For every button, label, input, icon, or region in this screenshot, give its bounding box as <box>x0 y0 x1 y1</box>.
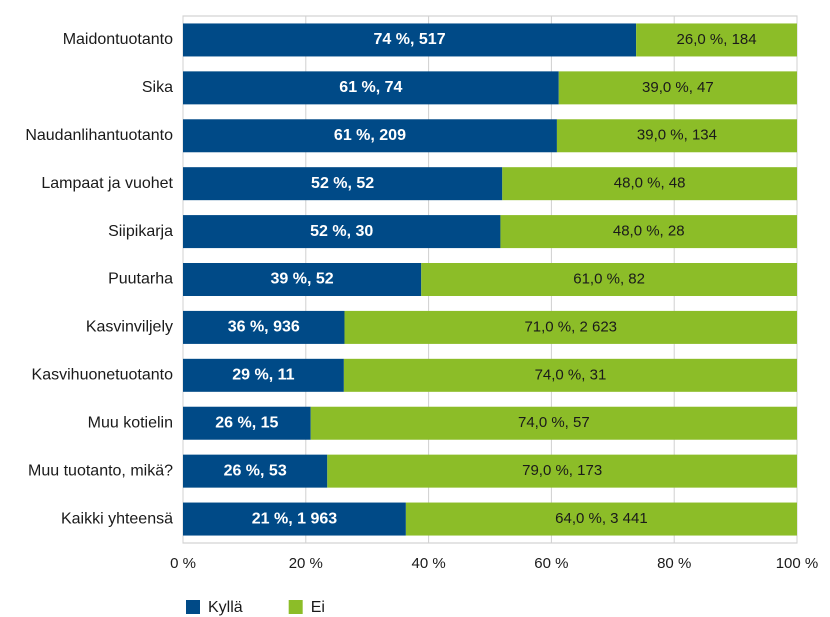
bar-segment <box>502 167 797 201</box>
legend-swatch <box>288 600 303 614</box>
bar-segment <box>344 310 797 344</box>
data-label: 39,0 %, 134 <box>637 127 717 144</box>
data-label: 74,0 %, 57 <box>518 414 590 431</box>
bar-segment <box>183 502 406 536</box>
bar-segment <box>327 454 797 488</box>
y-tick-label: Sika <box>142 79 173 96</box>
data-label: 52 %, 52 <box>311 175 374 192</box>
data-label: 39,0 %, 47 <box>642 79 714 96</box>
bar-segment <box>556 119 797 153</box>
bar-segment <box>183 406 311 440</box>
y-tick-label: Naudanlihantuotanto <box>25 127 173 144</box>
legend-swatch <box>186 600 200 614</box>
data-label: 61 %, 74 <box>339 79 402 96</box>
data-label: 48,0 %, 28 <box>613 223 685 240</box>
y-tick-label: Kasvinviljely <box>86 319 173 336</box>
legend-label: Kyllä <box>208 599 243 616</box>
bar-segment <box>500 215 797 249</box>
x-tick-label: 40 % <box>411 555 445 572</box>
data-label: 52 %, 30 <box>310 223 373 240</box>
bar-segment <box>183 263 422 296</box>
y-tick-label: Kaikki yhteensä <box>61 510 173 527</box>
y-tick-label: Lampaat ja vuohet <box>41 175 173 192</box>
data-label: 71,0 %, 2 623 <box>524 318 617 335</box>
bar-segment <box>421 263 797 296</box>
bar-segment <box>183 215 501 249</box>
bar-segment <box>183 454 328 488</box>
bar-segment <box>558 71 797 105</box>
bar-segment <box>183 167 503 201</box>
data-label: 36 %, 936 <box>228 319 300 336</box>
data-label: 74 %, 517 <box>374 31 446 48</box>
data-label: 29 %, 11 <box>232 367 294 384</box>
legend-label: Ei <box>311 599 325 616</box>
y-tick-label: Siipikarja <box>108 223 173 240</box>
bar-segment <box>183 23 637 57</box>
y-tick-label: Puutarha <box>108 271 173 288</box>
data-label: 39 %, 52 <box>271 271 334 288</box>
x-tick-label: 100 % <box>776 555 819 572</box>
data-label: 21 %, 1 963 <box>252 510 338 527</box>
bar-segment <box>183 310 345 344</box>
data-label: 26,0 %, 184 <box>677 31 757 48</box>
y-tick-label: Muu tuotanto, mikä? <box>28 462 173 479</box>
bar-segment <box>636 23 797 57</box>
y-tick-label: Maidontuotanto <box>63 31 173 48</box>
data-label: 61 %, 209 <box>334 127 406 144</box>
bar-segment <box>183 119 557 153</box>
x-tick-label: 0 % <box>170 555 196 572</box>
data-label: 26 %, 53 <box>224 462 287 479</box>
y-tick-label: Muu kotielin <box>88 414 173 431</box>
data-label: 61,0 %, 82 <box>573 270 645 287</box>
data-label: 48,0 %, 48 <box>614 175 686 192</box>
data-label: 79,0 %, 173 <box>522 462 602 479</box>
data-label: 26 %, 15 <box>215 414 278 431</box>
y-tick-label: Kasvihuonetuotanto <box>32 367 174 384</box>
bar-segment <box>310 406 797 440</box>
bar-segment <box>405 502 797 536</box>
data-label: 74,0 %, 31 <box>535 366 607 383</box>
x-tick-label: 80 % <box>657 555 691 572</box>
bar-segment <box>183 358 344 392</box>
bar-segment <box>343 358 797 392</box>
data-label: 64,0 %, 3 441 <box>555 510 648 527</box>
x-tick-label: 60 % <box>534 555 568 572</box>
x-tick-label: 20 % <box>289 555 323 572</box>
bar-segment <box>183 71 559 105</box>
